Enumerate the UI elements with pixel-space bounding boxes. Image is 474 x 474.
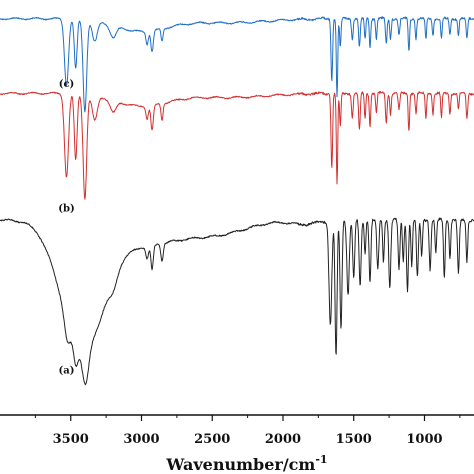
spectrum-line-c — [0, 16, 474, 113]
plot-area — [0, 16, 474, 386]
x-axis-title-superscript: -1 — [315, 453, 327, 466]
curve-annotations: (a) (b) (c) — [58, 79, 74, 376]
annotation-c: (c) — [59, 79, 75, 90]
spectrum-line-b — [0, 91, 474, 200]
x-tick-label-2000: 2000 — [265, 432, 301, 447]
x-tick-label-1500: 1500 — [336, 432, 372, 447]
x-tick-label-1000: 1000 — [406, 432, 442, 447]
x-axis-ticks: 3500 3000 2500 2000 1500 1000 — [34, 415, 461, 447]
x-tick-label-2500: 2500 — [194, 432, 230, 447]
annotation-a: (a) — [59, 366, 75, 377]
x-axis-title: Wavenumber/cm-1 — [165, 453, 327, 474]
annotation-b: (b) — [58, 204, 74, 215]
spectrum-line-a — [0, 217, 474, 386]
x-tick-label-3500: 3500 — [53, 432, 89, 447]
x-axis-title-text: Wavenumber/cm — [165, 455, 315, 474]
x-tick-label-3000: 3000 — [123, 432, 159, 447]
